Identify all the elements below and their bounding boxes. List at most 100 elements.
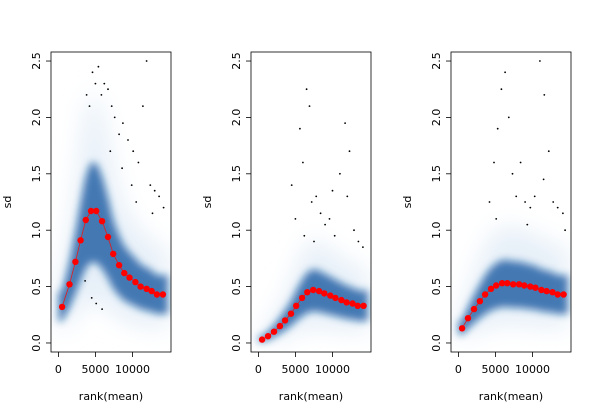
outlier-point	[495, 218, 498, 220]
outlier-point	[100, 94, 103, 96]
mean-point	[327, 292, 334, 299]
mean-point	[159, 291, 167, 298]
outlier-point	[353, 229, 355, 232]
density-core	[258, 269, 368, 342]
mean-point	[77, 237, 84, 244]
mean-point	[293, 302, 300, 309]
y-axis-label: sd	[1, 196, 14, 209]
mean-point	[487, 285, 495, 292]
y-tick-label: 1.5	[30, 165, 43, 183]
outlier-point	[145, 60, 148, 62]
mean-point	[554, 291, 561, 298]
y-tick-label: 0.0	[30, 334, 43, 352]
x-tick-label: 10000	[315, 363, 350, 376]
outlier-point	[109, 150, 112, 153]
y-tick-label: 0.5	[30, 278, 43, 296]
outlier-point	[113, 116, 116, 119]
mean-point	[354, 302, 361, 309]
outlier-point	[556, 206, 559, 209]
mean-point	[270, 328, 278, 335]
density-core	[458, 260, 568, 335]
outlier-point	[303, 234, 306, 237]
outlier-point	[90, 297, 93, 299]
outlier-point	[344, 122, 346, 124]
mean-point	[137, 283, 144, 290]
x-tick-label: 10000	[515, 363, 550, 376]
outlier-point	[543, 94, 546, 96]
outlier-point	[95, 302, 98, 305]
mean-point	[126, 274, 133, 281]
mean-point	[58, 303, 66, 311]
mean-point	[481, 291, 489, 298]
plot-frame	[450, 51, 572, 353]
panel-1: 0 5000 10000 0.0 0.5 1.0 1.5 2.0 2.5 rank(mean) sd	[1, 51, 172, 403]
mean-point	[87, 207, 95, 215]
x-tick-label: 10000	[115, 363, 150, 376]
mean-point	[66, 281, 73, 288]
outlier-point	[158, 195, 161, 198]
mean-point	[521, 282, 528, 289]
outlier-point	[101, 308, 103, 310]
mean-point	[349, 300, 356, 307]
y-tick-label: 1.0	[230, 221, 243, 239]
outlier-point	[302, 161, 304, 164]
outlier-point	[149, 184, 152, 187]
x-axis-label: rank(mean)	[279, 390, 343, 403]
mean-point	[343, 299, 350, 306]
outlier-point	[299, 127, 301, 130]
mean-point	[143, 285, 150, 292]
outlier-point	[348, 150, 351, 153]
mean-point	[276, 322, 284, 330]
outlier-point	[110, 105, 113, 107]
mean-point	[110, 250, 117, 258]
outlier-point	[118, 133, 120, 136]
mean-point	[310, 286, 317, 294]
outlier-point	[519, 161, 522, 164]
mean-point	[458, 325, 466, 332]
mean-point	[515, 281, 523, 288]
mean-point	[543, 287, 550, 295]
y-axis-label: sd	[401, 196, 414, 209]
mean-point	[332, 294, 339, 302]
outlier-point	[162, 206, 165, 209]
outlier-point	[305, 88, 308, 91]
outlier-point	[324, 223, 326, 226]
outlier-point	[511, 172, 514, 175]
y-tick-label: 1.5	[430, 165, 443, 183]
mean-point	[298, 294, 306, 302]
y-tick-label: 2.0	[230, 109, 243, 127]
mean-point	[281, 317, 289, 324]
outlier-point	[313, 240, 315, 243]
y-tick-label: 0.0	[230, 334, 243, 352]
outlier-point	[94, 82, 97, 85]
mean-point	[532, 284, 539, 291]
outlier-point	[84, 280, 86, 282]
mean-point	[321, 290, 328, 297]
x-tick-label: 0	[455, 363, 462, 376]
mean-point	[121, 269, 128, 277]
mean-point	[104, 233, 112, 241]
outlier-point	[496, 127, 499, 130]
y-tick-label: 1.0	[30, 221, 43, 239]
outlier-point	[526, 223, 529, 226]
y-axis-label: sd	[201, 196, 214, 209]
outlier-point	[103, 82, 106, 85]
mean-point	[510, 281, 517, 288]
outlier-point	[542, 178, 545, 181]
mean-point	[287, 310, 295, 317]
mean-point	[72, 258, 79, 265]
outlier-point	[91, 71, 94, 74]
x-tick-label: 5000	[281, 363, 309, 376]
mean-point	[464, 315, 472, 322]
y-tick-label: 2.0	[30, 109, 43, 127]
outlier-point	[121, 167, 123, 170]
outlier-point	[552, 201, 555, 203]
outlier-point	[515, 195, 518, 198]
outlier-point	[315, 195, 318, 198]
outlier-point	[142, 105, 144, 107]
outlier-point	[493, 161, 495, 164]
outlier-point	[547, 150, 550, 153]
outlier-point	[333, 234, 336, 237]
mean-point	[360, 302, 367, 309]
outlier-point	[130, 184, 133, 187]
